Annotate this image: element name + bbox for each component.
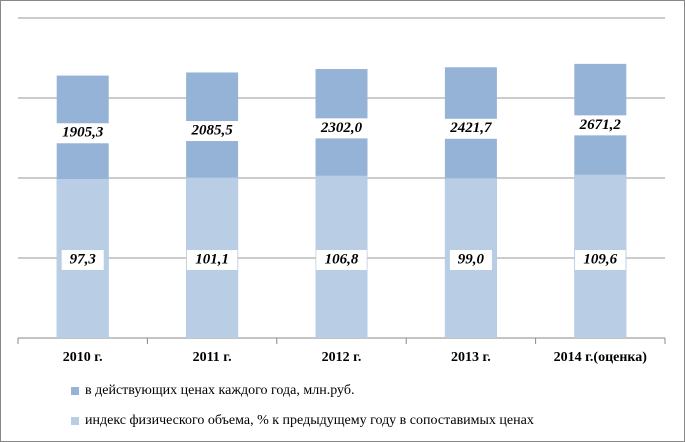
- value-label-box: [186, 250, 238, 270]
- value-label: 99,0: [458, 251, 485, 267]
- legend-swatch: [71, 387, 79, 395]
- value-label-box: [182, 121, 242, 142]
- value-label: 97,3: [70, 251, 97, 267]
- value-label: 2302,0: [320, 120, 363, 136]
- x-tick-label: 2011 г.: [193, 350, 232, 365]
- value-label: 2671,2: [579, 117, 622, 133]
- value-label-box: [570, 115, 630, 136]
- value-label-box: [316, 250, 367, 270]
- value-label: 106,8: [325, 251, 359, 267]
- value-label-box: [312, 118, 371, 139]
- x-tick-label: 2012 г.: [322, 350, 362, 365]
- value-label: 2421,7: [449, 120, 492, 136]
- legend-label: индекс физического объема, % к предыдуще…: [85, 413, 534, 428]
- x-tick-label: 2013 г.: [451, 350, 491, 365]
- legend-swatch: [71, 417, 79, 425]
- value-label-box: [53, 123, 113, 144]
- x-tick-label: 2014 г.(оценка): [554, 350, 648, 365]
- value-label-box: [575, 250, 626, 270]
- value-label: 1905,3: [62, 125, 104, 141]
- value-label-box: [441, 118, 501, 139]
- value-label: 2085,5: [190, 122, 233, 138]
- x-tick-label: 2010 г.: [63, 350, 103, 365]
- value-label-box: [61, 250, 104, 270]
- value-label: 109,6: [583, 251, 617, 267]
- value-label-box: [449, 250, 492, 270]
- legend-label: в действующих ценах каждого года, млн.ру…: [85, 383, 354, 398]
- value-label: 101,1: [195, 251, 229, 267]
